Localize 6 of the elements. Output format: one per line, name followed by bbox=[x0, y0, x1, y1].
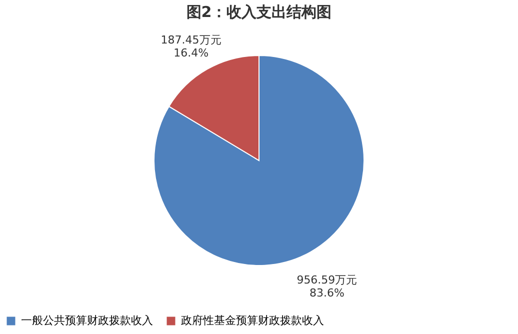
chart-title: 图2：收入支出结构图 bbox=[186, 3, 332, 21]
pie-slice bbox=[154, 55, 364, 266]
legend-label: 一般公共预算财政拨款收入 bbox=[21, 314, 153, 327]
data-label: 956.59万元 83.6% bbox=[296, 274, 358, 300]
data-label: 187.45万元 16.4% bbox=[160, 33, 222, 60]
legend-label: 政府性基金预算财政拨款收入 bbox=[181, 314, 324, 327]
